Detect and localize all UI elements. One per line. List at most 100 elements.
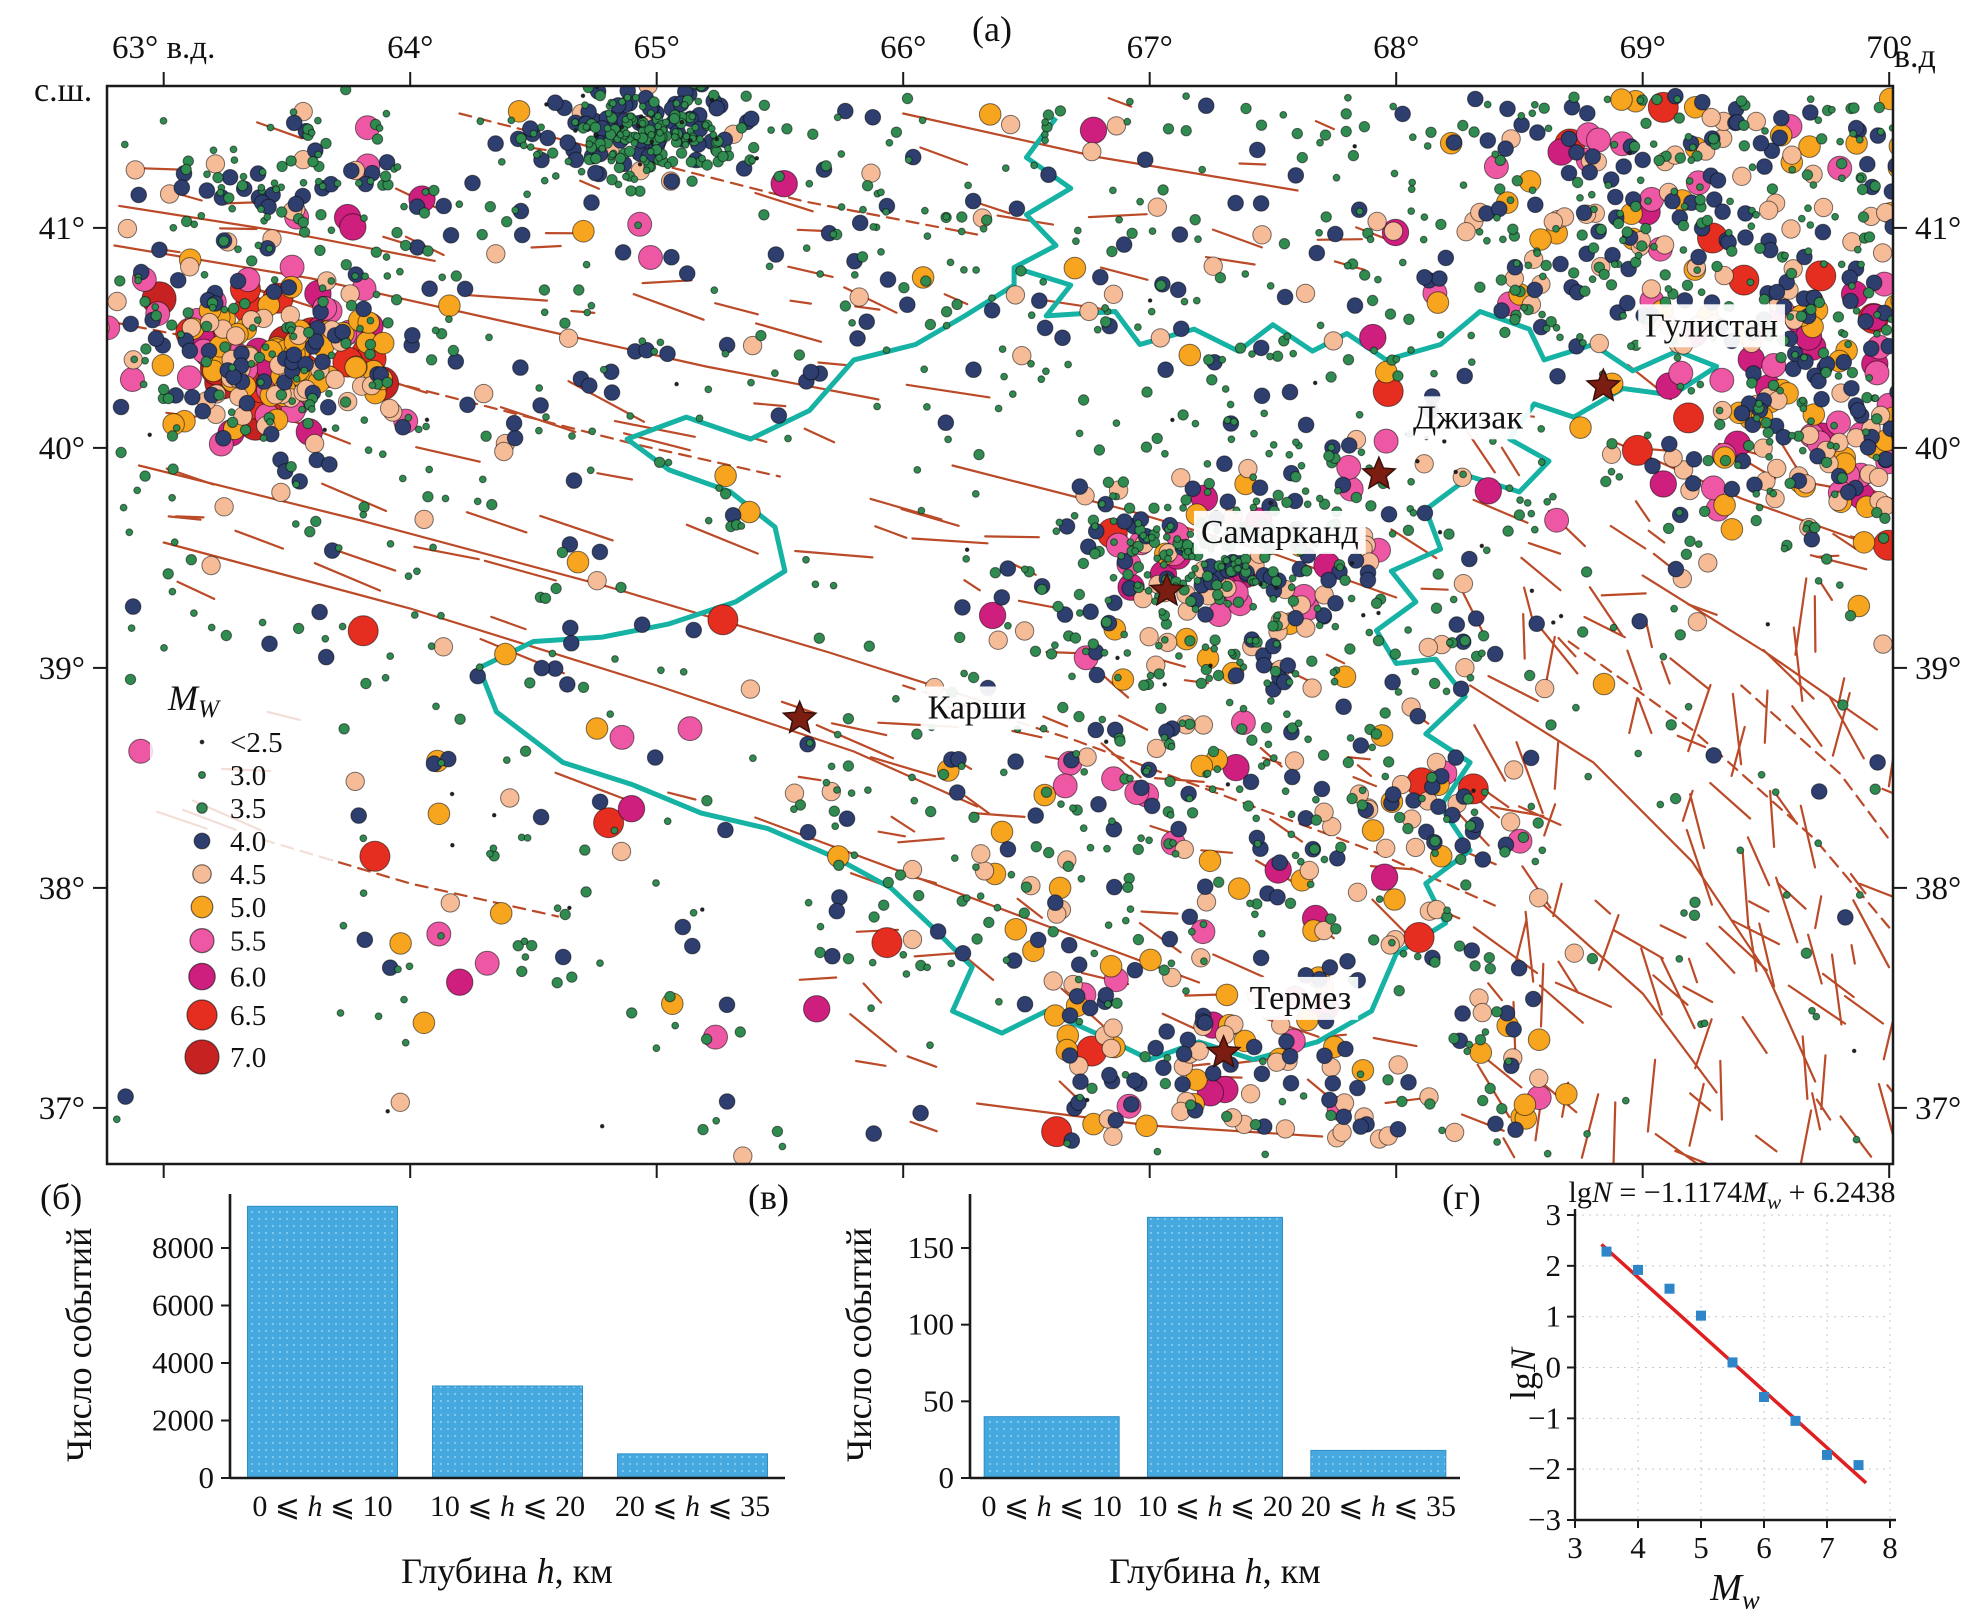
bar-b-ylabel: Число событий — [59, 1227, 99, 1462]
svg-text:70°: 70° — [1866, 30, 1912, 66]
svg-text:−3: −3 — [1528, 1502, 1561, 1537]
panel-b-label: (б) — [40, 1177, 83, 1217]
svg-text:2000: 2000 — [152, 1403, 214, 1438]
svg-text:39°: 39° — [39, 651, 85, 687]
map-frame — [105, 84, 1895, 1166]
svg-text:0: 0 — [199, 1460, 215, 1495]
svg-text:10 ⩽ h ⩽ 20: 10 ⩽ h ⩽ 20 — [430, 1490, 585, 1523]
svg-text:10 ⩽ h ⩽ 20: 10 ⩽ h ⩽ 20 — [1137, 1490, 1292, 1523]
city-star-icon — [781, 699, 818, 734]
svg-text:3: 3 — [1567, 1530, 1583, 1565]
bar-v-ylabel: Число событий — [839, 1227, 879, 1462]
svg-text:50: 50 — [923, 1383, 954, 1418]
bar — [432, 1385, 583, 1479]
svg-text:41°: 41° — [39, 211, 85, 247]
scatter-g-title: lgN = −1.1174Mw + 6.2438 — [1568, 1176, 1896, 1214]
svg-text:3.0: 3.0 — [230, 760, 266, 792]
depth-histogram-all: 0 2000 4000 6000 8000 0 ⩽ h ⩽ 10 10 ⩽ h ⩽ 20 20… — [152, 1194, 785, 1523]
panel-g-label: (г) — [1442, 1177, 1481, 1217]
scatter-g-xlabel: Mw — [1710, 1567, 1760, 1615]
svg-text:40°: 40° — [39, 431, 85, 467]
svg-text:7.0: 7.0 — [230, 1042, 266, 1074]
svg-text:0 ⩽ h ⩽ 10: 0 ⩽ h ⩽ 10 — [252, 1490, 392, 1523]
depth-histogram-all: 0 2000 4000 6000 8000 0 ⩽ h ⩽ 10 10 ⩽ h ⩽ 20 20… — [152, 1194, 785, 1523]
svg-text:6: 6 — [1756, 1530, 1772, 1565]
magnitude-frequency: 3 4 5 6 7 8 −3 −2 −1 0 1 2 3 — [1528, 1197, 1898, 1565]
city-label: Термез — [1250, 980, 1352, 1017]
svg-text:38°: 38° — [1915, 871, 1961, 907]
panel-v-label: (в) — [748, 1177, 789, 1217]
svg-text:7: 7 — [1819, 1530, 1835, 1565]
svg-text:<2.5: <2.5 — [230, 727, 283, 759]
svg-text:20 ⩽ h ⩽ 35: 20 ⩽ h ⩽ 35 — [615, 1490, 770, 1523]
city-label: Карши — [928, 690, 1027, 727]
svg-text:4: 4 — [1630, 1530, 1646, 1565]
map-axes: 63° в.д. 64° 65° 66° 67° 68° 69° 70° 41° 41° 40° 40… — [39, 30, 1961, 1178]
svg-text:150: 150 — [908, 1230, 955, 1265]
svg-text:5.5: 5.5 — [230, 926, 266, 958]
svg-text:−2: −2 — [1528, 1451, 1561, 1486]
depth-histogram-strong: 0 50 100 150 0 ⩽ h ⩽ 10 10 ⩽ h ⩽ 20 20 ⩽ h ⩽ 3… — [908, 1194, 1460, 1523]
svg-text:MW: MW — [167, 678, 221, 723]
svg-text:5.0: 5.0 — [230, 892, 266, 924]
city-markers: Гулистан Джизак Самарканд Карши Термез — [781, 304, 1785, 1069]
svg-text:4.5: 4.5 — [230, 859, 266, 891]
svg-text:8: 8 — [1882, 1530, 1898, 1565]
svg-text:67°: 67° — [1127, 30, 1173, 66]
lat-axis-unit-label: с.ш. — [34, 72, 93, 109]
magnitude-legend: MW <2.53.03.54.04.55.05.5 6.0 6.5 7.0 — [150, 668, 332, 1108]
svg-text:3: 3 — [1546, 1197, 1562, 1232]
panel-a-label: (а) — [972, 9, 1012, 49]
bar — [1310, 1449, 1447, 1479]
city-label: Джизак — [1413, 399, 1523, 436]
svg-text:−1: −1 — [1528, 1400, 1561, 1435]
bar — [983, 1416, 1120, 1479]
svg-text:0: 0 — [1546, 1350, 1562, 1385]
svg-text:0: 0 — [939, 1460, 955, 1495]
svg-text:66°: 66° — [880, 30, 926, 66]
svg-text:63° в.д.: 63° в.д. — [112, 30, 215, 66]
city-label: Самарканд — [1201, 514, 1359, 551]
svg-text:4000: 4000 — [152, 1345, 214, 1380]
svg-text:39°: 39° — [1915, 651, 1961, 687]
city-star-icon — [1148, 571, 1185, 607]
svg-text:68°: 68° — [1373, 30, 1419, 66]
bar — [247, 1205, 398, 1479]
svg-text:20 ⩽ h ⩽ 35: 20 ⩽ h ⩽ 35 — [1301, 1490, 1456, 1523]
svg-text:100: 100 — [908, 1307, 955, 1342]
svg-text:69°: 69° — [1620, 30, 1666, 66]
svg-text:4.0: 4.0 — [230, 826, 266, 858]
svg-text:2: 2 — [1546, 1248, 1562, 1283]
bar — [1147, 1216, 1283, 1479]
svg-text:38°: 38° — [39, 871, 85, 907]
bar-b-xlabel: Глубина h, км — [401, 1551, 613, 1591]
depth-histogram-strong: 0 50 100 150 0 ⩽ h ⩽ 10 10 ⩽ h ⩽ 20 20 ⩽ h ⩽ 3… — [908, 1194, 1460, 1523]
city-star-icon — [1585, 367, 1622, 402]
svg-text:0 ⩽ h ⩽ 10: 0 ⩽ h ⩽ 10 — [982, 1490, 1122, 1523]
svg-text:41°: 41° — [1915, 211, 1961, 247]
seismicity-map: MW <2.53.03.54.04.55.05.5 6.0 6.5 7.0 Гулиста… — [39, 30, 1961, 1178]
city-star-icon — [1205, 1033, 1242, 1069]
svg-text:64°: 64° — [387, 30, 433, 66]
data-points — [1601, 1246, 1864, 1471]
svg-text:37°: 37° — [39, 1091, 85, 1127]
svg-text:6000: 6000 — [152, 1288, 214, 1323]
svg-text:6.5: 6.5 — [230, 1000, 266, 1032]
scatter-g-ylabel: lgN — [1503, 1347, 1543, 1400]
svg-text:5: 5 — [1693, 1530, 1709, 1565]
bar-v-xlabel: Глубина h, км — [1109, 1551, 1321, 1591]
city-label: Гулистан — [1645, 307, 1778, 344]
city-star-icon — [1360, 455, 1397, 490]
svg-text:40°: 40° — [1915, 431, 1961, 467]
earthquake-points — [107, 86, 1893, 1164]
svg-text:1: 1 — [1546, 1299, 1562, 1334]
svg-text:3.5: 3.5 — [230, 793, 266, 825]
svg-text:65°: 65° — [634, 30, 680, 66]
lon-axis-unit-label: в.д — [1894, 38, 1936, 75]
bar — [617, 1453, 768, 1479]
magnitude-frequency-plot: 3 4 5 6 7 8 −3 −2 −1 0 1 2 3 — [1528, 1197, 1898, 1565]
svg-text:6.0: 6.0 — [230, 962, 266, 994]
svg-text:37°: 37° — [1915, 1091, 1961, 1127]
svg-text:8000: 8000 — [152, 1230, 214, 1265]
